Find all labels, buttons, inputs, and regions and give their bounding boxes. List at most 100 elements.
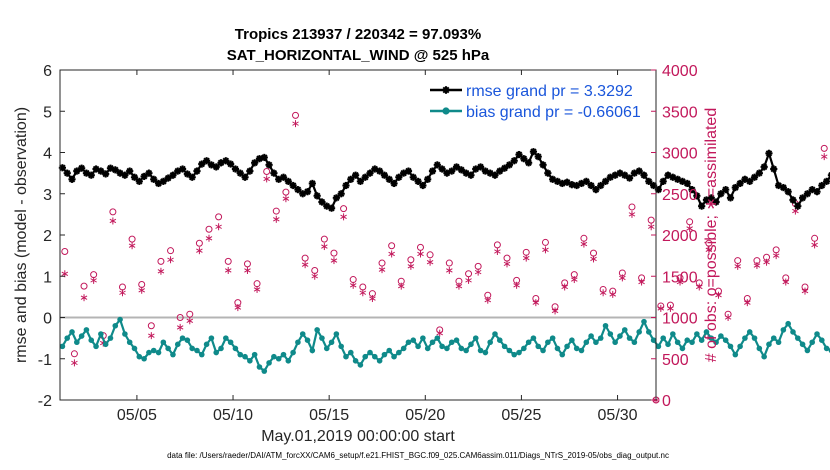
obs-assimilated-point <box>744 299 751 307</box>
obs-assimilated-point <box>494 248 501 255</box>
bias-point <box>612 339 618 346</box>
left-tick-label: 1 <box>43 269 52 286</box>
bias-point <box>679 345 686 352</box>
bias-point <box>295 339 301 346</box>
obs-assimilated-point <box>369 295 376 303</box>
obs-assimilated-point <box>196 247 203 255</box>
rmse-point <box>308 179 316 188</box>
bias-point <box>588 333 594 339</box>
obs-assimilated-point <box>542 246 549 254</box>
obs-assimilated-point <box>119 289 126 297</box>
rmse-point <box>236 169 244 177</box>
bias-point <box>237 351 244 358</box>
rmse-point <box>722 186 730 194</box>
rmse-point <box>289 181 297 190</box>
rmse-point <box>544 169 552 177</box>
obs-possible-point <box>147 322 155 330</box>
bias-point <box>597 335 604 341</box>
bias-point <box>59 343 66 350</box>
bias-point <box>665 341 671 348</box>
rmse-point <box>428 167 437 175</box>
rmse-point <box>625 174 634 182</box>
legend-bias-marker <box>442 107 450 115</box>
bias-point <box>631 339 638 346</box>
bias-point <box>655 343 662 350</box>
obs-assimilated-point <box>590 255 597 263</box>
obs-possible-point <box>465 270 473 278</box>
bias-point <box>468 341 474 348</box>
obs-possible-point <box>215 213 223 221</box>
rmse-point <box>500 164 509 172</box>
bias-point <box>357 362 364 368</box>
obs-assimilated-point <box>455 282 463 290</box>
obs-possible-point <box>167 247 175 255</box>
obs-assimilated-point <box>820 153 828 161</box>
legend-rmse-marker <box>442 86 450 94</box>
obs-assimilated-point <box>619 274 626 282</box>
obs-assimilated-point <box>80 294 88 302</box>
bias-point <box>641 318 647 325</box>
bias-point <box>785 320 791 327</box>
right-tick-label: 2500 <box>662 187 698 204</box>
obs-possible-point <box>426 251 434 259</box>
rmse-point <box>525 159 533 167</box>
obs-possible-point <box>109 208 117 216</box>
obs-assimilated-point <box>349 281 357 289</box>
bias-point <box>444 345 450 352</box>
rmse-point <box>813 188 821 196</box>
x-tick-label: 05/20 <box>405 407 445 424</box>
data-file-footnote: data file: /Users/raeder/DAI/ATM_forcXX/… <box>167 451 669 460</box>
obs-assimilated-point <box>301 261 309 269</box>
obs-assimilated-point <box>522 254 530 262</box>
bias-point <box>732 351 739 358</box>
bias-point <box>319 335 325 341</box>
bias-point <box>487 339 493 346</box>
rmse-point <box>779 183 787 192</box>
obs-assimilated-point <box>705 246 713 254</box>
rmse-point <box>770 165 778 173</box>
rmse-point <box>491 171 499 179</box>
bias-point <box>352 358 359 364</box>
bias-point <box>636 329 642 335</box>
bias-point <box>569 337 575 343</box>
bias-point <box>511 351 518 358</box>
obs-assimilated-point <box>657 304 665 312</box>
obs-assimilated-point <box>474 268 482 276</box>
left-tick-label: 4 <box>43 146 52 163</box>
obs-assimilated-point <box>638 278 645 286</box>
bias-point <box>525 339 532 346</box>
rmse-point <box>404 167 413 175</box>
obs-possible-point <box>272 207 280 215</box>
bias-point <box>583 339 590 346</box>
bias-point <box>117 316 123 323</box>
bias-point <box>814 331 820 337</box>
bias-point <box>660 335 667 341</box>
rmse-point <box>510 157 518 165</box>
bias-point <box>227 339 234 346</box>
bias-point <box>482 349 489 356</box>
bias-point <box>247 358 253 364</box>
bias-point <box>131 345 138 352</box>
bias-point <box>74 339 80 346</box>
bias-point <box>391 353 397 360</box>
bias-point <box>372 353 378 360</box>
bias-point <box>607 331 614 337</box>
bias-point <box>458 345 465 352</box>
rmse-point <box>361 173 369 181</box>
rmse-point <box>188 173 196 181</box>
rmse-point <box>376 167 384 175</box>
rmse-point <box>683 179 691 188</box>
bias-point <box>727 343 734 350</box>
bias-point <box>376 358 383 364</box>
rmse-point <box>698 202 706 210</box>
bias-point <box>703 329 710 335</box>
obs-possible-point <box>628 203 636 211</box>
obs-assimilated-point <box>503 260 511 268</box>
obs-assimilated-point <box>734 262 741 270</box>
rmse-point <box>794 202 802 210</box>
obs-possible-point <box>493 241 501 249</box>
bias-point <box>742 335 748 341</box>
rmse-point <box>457 166 465 174</box>
bias-point <box>746 329 753 335</box>
rmse-point <box>279 173 288 181</box>
